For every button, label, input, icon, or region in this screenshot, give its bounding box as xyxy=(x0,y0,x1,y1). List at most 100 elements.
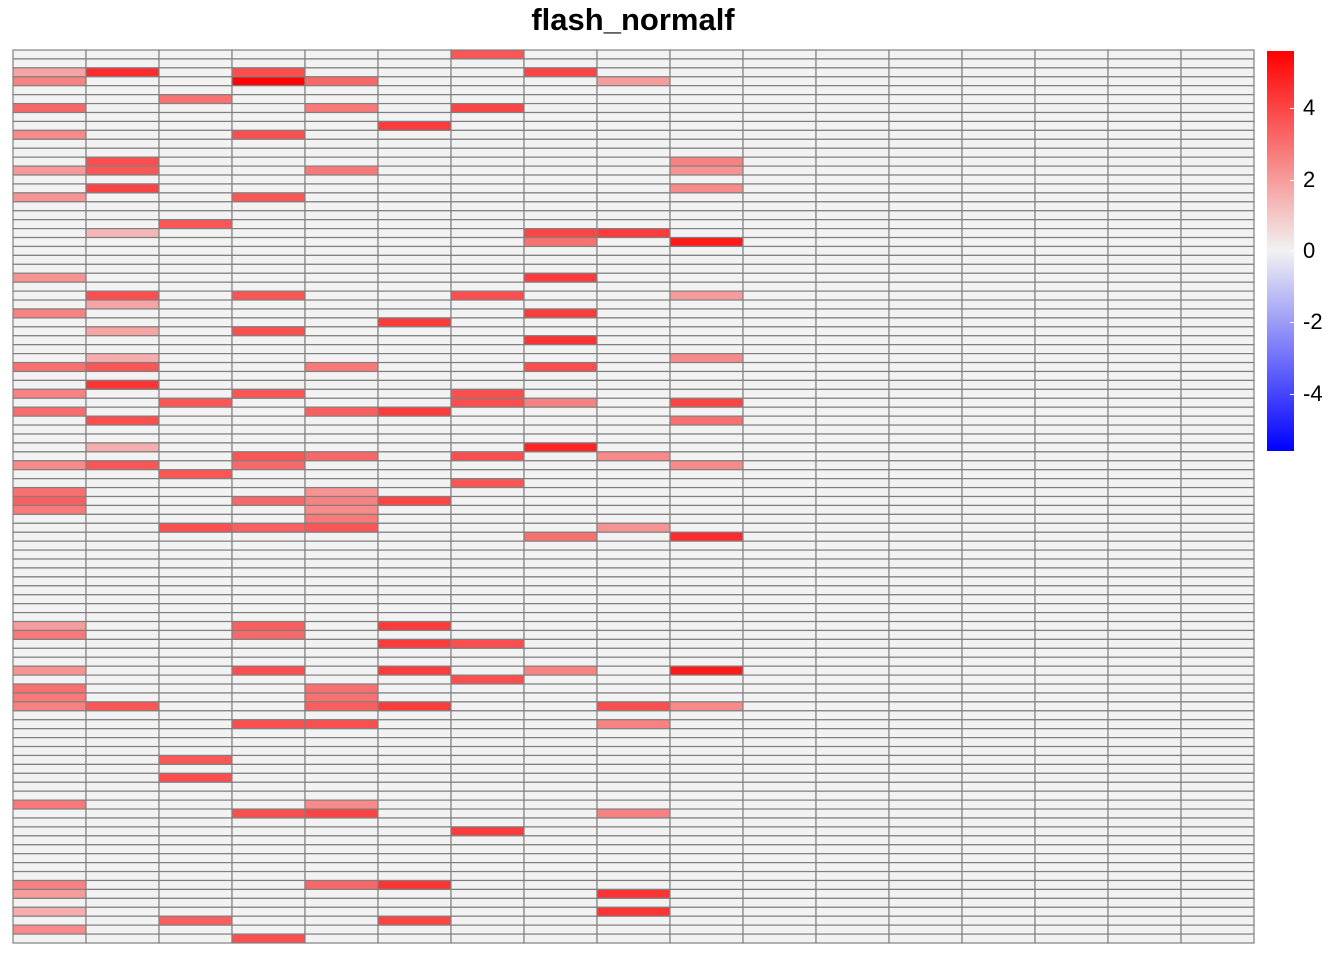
heatmap-cell xyxy=(669,790,744,801)
heatmap-cell xyxy=(231,299,306,310)
heatmap-cell xyxy=(1107,165,1182,176)
heatmap-cell xyxy=(450,424,525,435)
heatmap-cell xyxy=(961,290,1036,301)
heatmap-cell xyxy=(815,406,890,417)
heatmap-cell xyxy=(961,147,1036,158)
heatmap-cell xyxy=(1107,326,1182,337)
heatmap-cell xyxy=(377,611,452,623)
heatmap-cell xyxy=(1034,808,1109,819)
heatmap-cell xyxy=(1034,638,1109,649)
heatmap-cell xyxy=(1180,638,1255,649)
heatmap-cell xyxy=(85,335,160,346)
heatmap-cell xyxy=(377,594,452,605)
heatmap-cell xyxy=(1034,236,1109,248)
heatmap-cell xyxy=(815,567,890,578)
heatmap-cell xyxy=(85,272,160,283)
heatmap-cell xyxy=(961,781,1036,792)
heatmap-cell xyxy=(158,424,233,435)
heatmap-cell xyxy=(669,201,744,212)
legend-tick-mark xyxy=(1290,322,1294,324)
heatmap-cell xyxy=(12,897,87,908)
heatmap-cell xyxy=(596,897,671,908)
heatmap-cell xyxy=(377,129,452,140)
heatmap-cell xyxy=(1034,862,1109,873)
heatmap-cell xyxy=(742,495,817,507)
heatmap-cell xyxy=(596,888,671,899)
heatmap-cell xyxy=(888,620,963,632)
heatmap-cell xyxy=(523,183,598,194)
heatmap-cell xyxy=(12,335,87,346)
heatmap-cell xyxy=(1034,683,1109,694)
heatmap-cell xyxy=(596,745,671,757)
heatmap-cell xyxy=(1034,888,1109,899)
heatmap-cell xyxy=(231,656,306,667)
heatmap-cell xyxy=(1034,504,1109,515)
heatmap-cell xyxy=(1107,844,1182,855)
heatmap-cell xyxy=(304,201,379,212)
heatmap-cell xyxy=(596,165,671,176)
heatmap-cell xyxy=(12,174,87,185)
heatmap-cell xyxy=(815,585,890,596)
heatmap-cell xyxy=(888,683,963,694)
heatmap-cell xyxy=(158,415,233,426)
heatmap-cell xyxy=(1180,826,1255,837)
heatmap-cell xyxy=(742,656,817,667)
heatmap-cell xyxy=(1107,102,1182,114)
heatmap-cell xyxy=(1180,799,1255,810)
heatmap-cell xyxy=(1180,647,1255,658)
heatmap-cell xyxy=(450,853,525,864)
heatmap-cell xyxy=(596,737,671,748)
heatmap-cell xyxy=(888,406,963,417)
heatmap-cell xyxy=(1034,397,1109,408)
heatmap-cell xyxy=(304,111,379,123)
heatmap-cell xyxy=(669,415,744,426)
heatmap-cell xyxy=(523,129,598,140)
heatmap-cell xyxy=(888,67,963,78)
heatmap-cell xyxy=(888,165,963,176)
heatmap-cell xyxy=(12,870,87,882)
heatmap-cell xyxy=(450,862,525,873)
heatmap-cell xyxy=(1034,433,1109,444)
heatmap-cell xyxy=(231,737,306,748)
heatmap-cell xyxy=(888,567,963,578)
heatmap-cell xyxy=(888,853,963,864)
heatmap-cell xyxy=(85,129,160,140)
heatmap-cell xyxy=(523,308,598,319)
heatmap-cell xyxy=(231,129,306,140)
heatmap-cell xyxy=(815,558,890,569)
heatmap-cell xyxy=(12,379,87,390)
heatmap-cell xyxy=(596,576,671,587)
heatmap-cell xyxy=(12,156,87,167)
heatmap-cell xyxy=(888,94,963,105)
heatmap-cell xyxy=(815,772,890,783)
heatmap-cell xyxy=(1180,701,1255,712)
heatmap-cell xyxy=(231,183,306,194)
heatmap-cell xyxy=(450,674,525,685)
heatmap-cell xyxy=(12,656,87,667)
heatmap-cell xyxy=(450,665,525,676)
heatmap-cell xyxy=(1034,442,1109,453)
heatmap-cell xyxy=(596,102,671,114)
heatmap-cell xyxy=(523,594,598,605)
heatmap-cell xyxy=(815,254,890,265)
heatmap-cell xyxy=(815,451,890,462)
heatmap-cell xyxy=(815,165,890,176)
heatmap-cell xyxy=(815,147,890,158)
heatmap-cell xyxy=(1180,620,1255,632)
heatmap-cell xyxy=(1180,665,1255,676)
heatmap-cell xyxy=(888,272,963,283)
heatmap-cell xyxy=(231,853,306,864)
heatmap-cell xyxy=(961,201,1036,212)
heatmap-cell xyxy=(888,388,963,399)
heatmap-cell xyxy=(961,888,1036,899)
heatmap-cell xyxy=(1180,111,1255,123)
heatmap-cell xyxy=(377,638,452,649)
heatmap-cell xyxy=(377,522,452,533)
heatmap-cell xyxy=(815,94,890,105)
heatmap-cell xyxy=(304,826,379,837)
heatmap-cell xyxy=(450,335,525,346)
heatmap-cell xyxy=(1180,656,1255,667)
heatmap-cell xyxy=(669,853,744,864)
heatmap-cell xyxy=(1180,692,1255,703)
heatmap-cell xyxy=(450,129,525,140)
